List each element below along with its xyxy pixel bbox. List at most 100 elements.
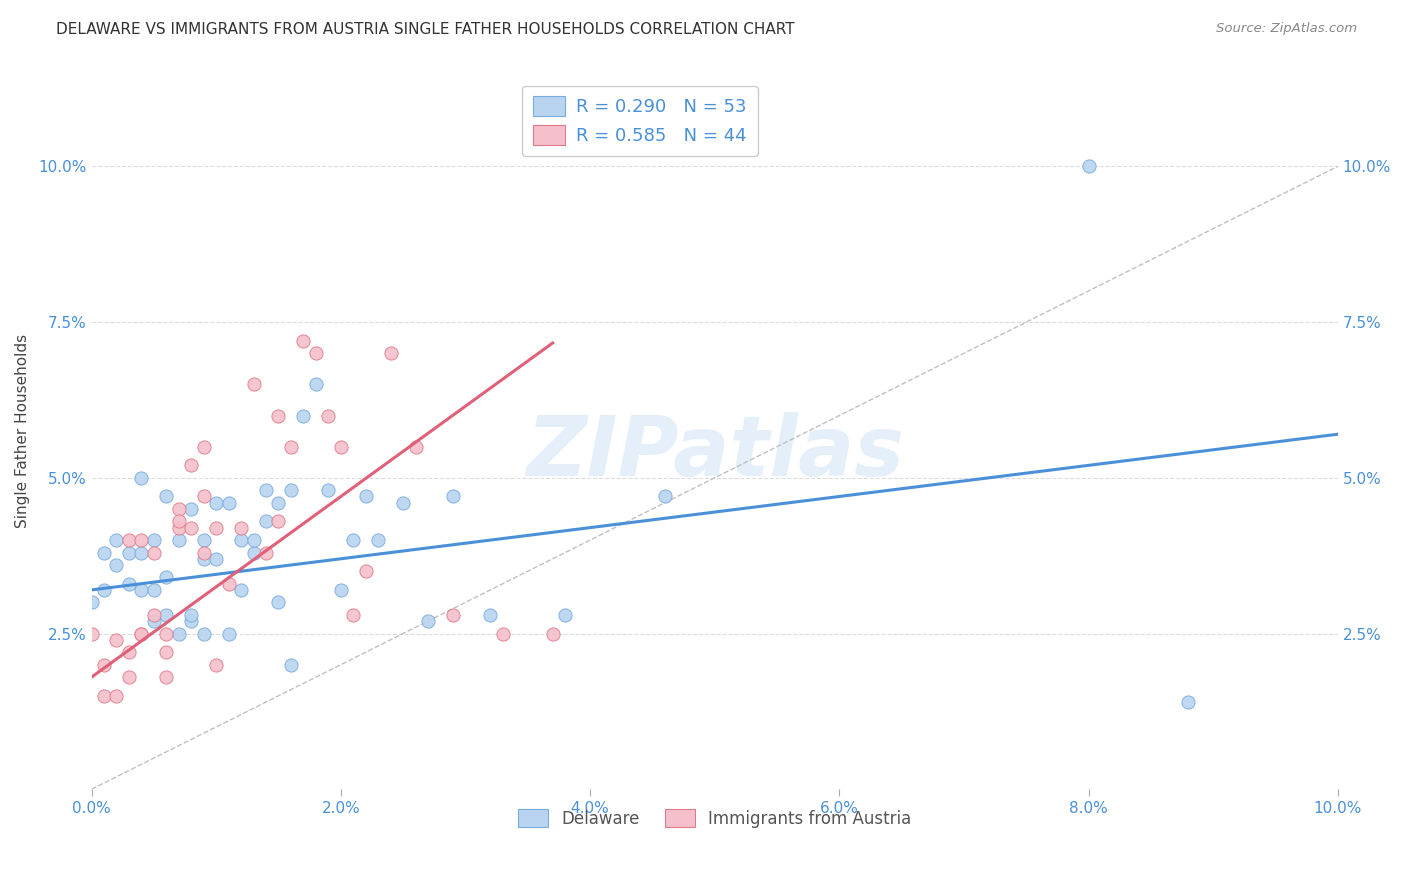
Point [267,496,290,510]
Point [342,533,364,547]
Point [305,377,328,392]
Point [280,483,302,498]
Point [329,440,352,454]
Point [205,521,228,535]
Legend: Delaware, Immigrants from Austria: Delaware, Immigrants from Austria [512,803,918,835]
Point [93,657,115,672]
Point [254,545,277,559]
Point [180,521,202,535]
Point [280,657,302,672]
Point [118,670,141,684]
Point [131,533,153,547]
Point [242,545,264,559]
Point [218,576,240,591]
Point [416,614,439,628]
Point [180,502,202,516]
Point [180,614,202,628]
Point [167,515,190,529]
Point [80,595,103,609]
Point [492,626,515,640]
Point [167,521,190,535]
Point [367,533,389,547]
Point [654,490,676,504]
Point [131,545,153,559]
Point [354,564,377,578]
Point [118,545,141,559]
Point [193,626,215,640]
Point [155,490,177,504]
Point [380,346,402,360]
Point [205,657,228,672]
Point [292,409,315,423]
Point [118,645,141,659]
Point [392,496,415,510]
Point [218,496,240,510]
Point [131,626,153,640]
Point [554,607,576,622]
Point [292,334,315,348]
Point [131,471,153,485]
Point [167,626,190,640]
Point [131,626,153,640]
Point [254,515,277,529]
Point [105,533,128,547]
Point [354,490,377,504]
Point [131,582,153,597]
Point [441,607,464,622]
Point [280,440,302,454]
Point [318,409,340,423]
Point [254,483,277,498]
Point [142,582,165,597]
Point [193,551,215,566]
Point [205,496,228,510]
Point [155,570,177,584]
Point [80,626,103,640]
Point [242,377,264,392]
Point [441,490,464,504]
Point [218,626,240,640]
Point [155,626,177,640]
Point [155,670,177,684]
Point [193,533,215,547]
Text: Source: ZipAtlas.com: Source: ZipAtlas.com [1216,22,1357,36]
Point [405,440,427,454]
Point [118,533,141,547]
Point [155,645,177,659]
Point [479,607,502,622]
Point [1177,695,1199,709]
Point [93,689,115,703]
Point [142,607,165,622]
Point [267,409,290,423]
Text: DELAWARE VS IMMIGRANTS FROM AUSTRIA SINGLE FATHER HOUSEHOLDS CORRELATION CHART: DELAWARE VS IMMIGRANTS FROM AUSTRIA SING… [56,22,794,37]
Text: ZIPatlas: ZIPatlas [526,412,904,493]
Point [93,582,115,597]
Point [167,502,190,516]
Point [193,490,215,504]
Point [229,582,252,597]
Point [229,521,252,535]
Point [229,533,252,547]
Point [267,595,290,609]
Point [267,515,290,529]
Point [93,545,115,559]
Point [329,582,352,597]
Point [167,533,190,547]
Point [118,576,141,591]
Point [142,533,165,547]
Point [105,689,128,703]
Point [242,533,264,547]
Y-axis label: Single Father Households: Single Father Households [15,334,30,528]
Point [318,483,340,498]
Point [193,545,215,559]
Point [1077,160,1099,174]
Point [142,614,165,628]
Point [105,632,128,647]
Point [305,346,328,360]
Point [105,558,128,572]
Point [342,607,364,622]
Point [180,607,202,622]
Point [155,607,177,622]
Point [142,545,165,559]
Point [541,626,564,640]
Point [205,551,228,566]
